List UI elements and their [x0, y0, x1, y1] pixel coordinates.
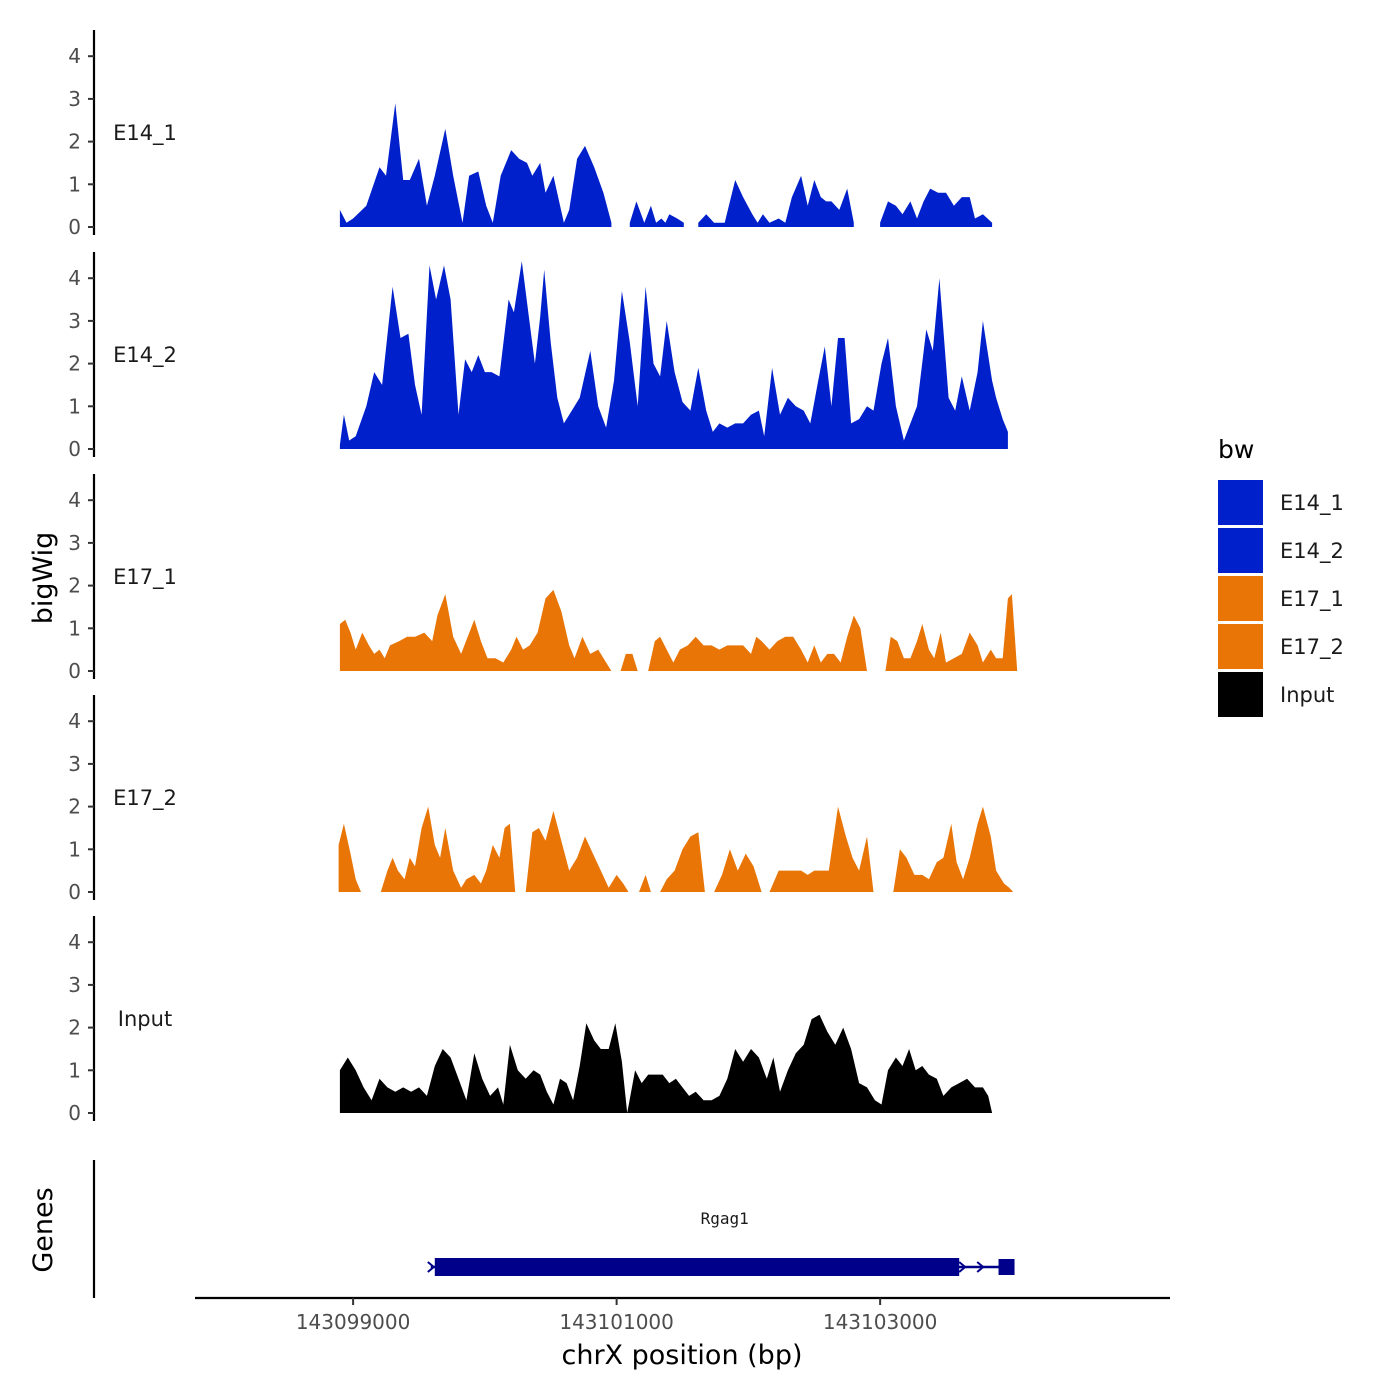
- x-tick-label: 143099000: [296, 1310, 411, 1334]
- y-tick-label: 4: [68, 44, 81, 68]
- y-tick-label: 3: [68, 752, 81, 776]
- gene-exon-end: [998, 1259, 1015, 1275]
- legend-item-E14_1: E14_1: [1218, 480, 1344, 525]
- y-tick-label: 2: [68, 574, 81, 598]
- track-label: E14_2: [113, 343, 177, 368]
- y-tick-label: 0: [68, 437, 81, 461]
- y-tick-label: 0: [68, 215, 81, 239]
- y-tick-label: 1: [68, 1058, 81, 1082]
- y-tick-label: 0: [68, 1101, 81, 1125]
- y-tick-label: 0: [68, 880, 81, 904]
- legend-item-E17_1: E17_1: [1218, 576, 1344, 621]
- legend-label: E17_2: [1280, 635, 1344, 660]
- y-tick-label: 3: [68, 309, 81, 333]
- area-E17_2: [893, 806, 1014, 892]
- y-tick-label: 2: [68, 352, 81, 376]
- track-E14_2: 0 1 2 3 4 E14_2: [68, 252, 1008, 461]
- y-tick-label: 1: [68, 616, 81, 640]
- y-tick-label: 4: [68, 266, 81, 290]
- legend-item-E17_2: E17_2: [1218, 624, 1344, 669]
- track-Input: 0 1 2 3 4 Input: [68, 916, 993, 1125]
- track-E14_1: 0 1 2 3 4 E14_1: [68, 30, 993, 239]
- y-tick-label: 4: [68, 930, 81, 954]
- y-tick-label: 4: [68, 709, 81, 733]
- gene-panel: Rgag1: [92, 1160, 1015, 1298]
- area-E14_1: [698, 175, 854, 227]
- y-tick-label: 2: [68, 130, 81, 154]
- x-axis-title: chrX position (bp): [561, 1340, 802, 1371]
- area-E14_1: [629, 201, 684, 227]
- area-E14_2: [339, 261, 1008, 449]
- legend-label: E14_2: [1280, 539, 1344, 564]
- y-tick-label: 2: [68, 795, 81, 819]
- legend-swatch: [1218, 528, 1263, 573]
- strand-arrow: [958, 1261, 967, 1273]
- y-tick-label: 1: [68, 837, 81, 861]
- legend: bw E14_1 E14_2 E17_1 E17_2 Input: [1218, 435, 1344, 717]
- legend-label: E17_1: [1280, 587, 1344, 612]
- gene-label: Rgag1: [701, 1209, 749, 1228]
- legend-item-E14_2: E14_2: [1218, 528, 1344, 573]
- y-tick-label: 3: [68, 531, 81, 555]
- area-E17_2: [380, 806, 874, 892]
- y-tick-label: 0: [68, 659, 81, 683]
- bigwig-tracks: 0 1 2 3 4 E14_1 0 1 2 3 4 E14_2 0 1 2 3 4 E17_1 0 1 2 3 4 E17_2…: [68, 30, 1018, 1125]
- area-E17_1: [339, 589, 867, 671]
- track-label: E17_2: [113, 786, 177, 811]
- legend-swatch: [1218, 624, 1263, 669]
- area-E14_1: [880, 188, 993, 227]
- area-Input: [339, 1014, 993, 1113]
- y-tick-label: 3: [68, 973, 81, 997]
- y-tick-label: 2: [68, 1016, 81, 1040]
- legend-swatch: [1218, 480, 1263, 525]
- track-E17_1: 0 1 2 3 4 E17_1: [68, 474, 1018, 683]
- track-E17_2: 0 1 2 3 4 E17_2: [68, 695, 1014, 904]
- x-tick-label: 143101000: [559, 1310, 674, 1334]
- x-tick-label: 143103000: [823, 1310, 938, 1334]
- legend-label: E14_1: [1280, 491, 1344, 516]
- x-axis: 143099000 143101000 143103000: [195, 1296, 1170, 1334]
- area-E14_1: [339, 103, 612, 227]
- y-tick-label: 1: [68, 172, 81, 196]
- legend-item-Input: Input: [1218, 672, 1334, 717]
- area-E17_1: [885, 594, 1018, 671]
- genes-axis-title: Genes: [28, 1187, 59, 1272]
- y-tick-label: 3: [68, 87, 81, 111]
- y-axis-title: bigWig: [28, 532, 59, 625]
- track-label: E17_1: [113, 565, 177, 590]
- legend-title: bw: [1218, 435, 1254, 464]
- track-label: Input: [118, 1007, 172, 1031]
- strand-arrow: [976, 1261, 985, 1273]
- strand-arrow: [427, 1261, 436, 1273]
- y-tick-label: 4: [68, 488, 81, 512]
- track-label: E14_1: [113, 121, 177, 146]
- legend-swatch: [1218, 672, 1263, 717]
- area-E17_2: [338, 823, 361, 892]
- legend-swatch: [1218, 576, 1263, 621]
- legend-label: Input: [1280, 683, 1334, 707]
- gene-exon: [434, 1258, 960, 1276]
- y-tick-label: 1: [68, 394, 81, 418]
